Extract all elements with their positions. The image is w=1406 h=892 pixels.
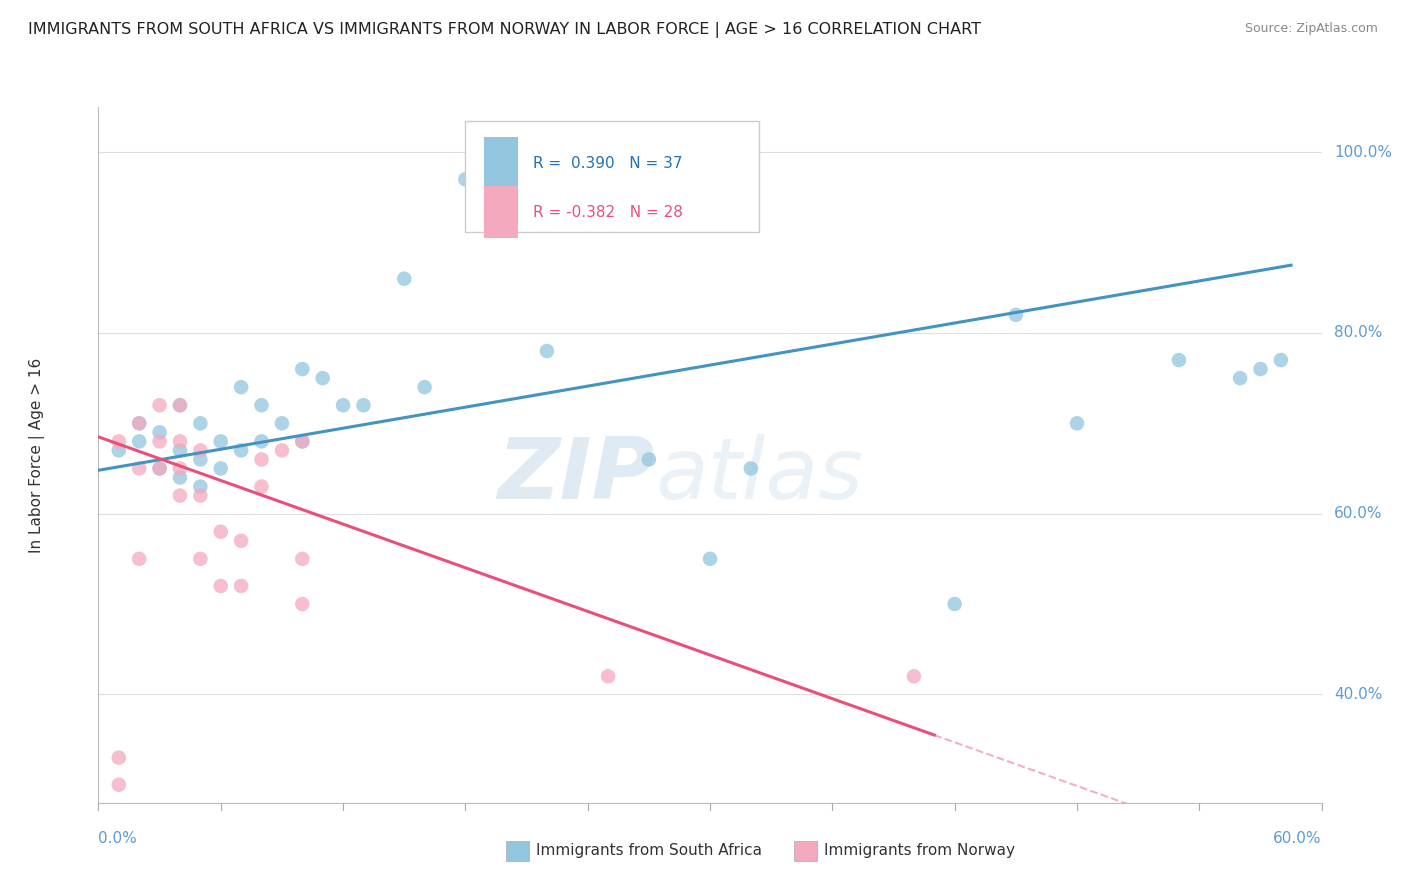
Point [250, 398, 273, 412]
Point [270, 417, 294, 431]
Text: R = -0.382   N = 28: R = -0.382 N = 28 [533, 205, 682, 219]
Text: 0.0%: 0.0% [98, 830, 138, 846]
Point [250, 479, 273, 493]
Point [637, 452, 661, 467]
FancyBboxPatch shape [465, 121, 759, 232]
Text: atlas: atlas [655, 434, 863, 517]
Point [128, 434, 150, 449]
Point [1004, 308, 1026, 322]
Point [291, 551, 314, 566]
Point [270, 443, 294, 458]
Point [188, 489, 212, 503]
Point [188, 443, 212, 458]
Point [598, 669, 620, 683]
Point [536, 344, 558, 359]
Point [108, 434, 131, 449]
Point [169, 461, 191, 475]
Point [231, 443, 253, 458]
Point [108, 778, 131, 792]
Point [312, 371, 335, 385]
Point [169, 470, 191, 484]
Point [699, 551, 721, 566]
Text: R =  0.390   N = 37: R = 0.390 N = 37 [533, 156, 682, 170]
Point [943, 597, 966, 611]
Point [352, 398, 374, 412]
Point [128, 417, 150, 431]
Point [128, 551, 150, 566]
Point [250, 434, 273, 449]
Point [291, 434, 314, 449]
Point [250, 452, 273, 467]
Point [149, 434, 172, 449]
Point [903, 669, 925, 683]
Point [108, 443, 131, 458]
Point [291, 362, 314, 376]
Point [209, 524, 232, 539]
Point [128, 417, 150, 431]
Point [392, 271, 416, 285]
Text: 100.0%: 100.0% [1334, 145, 1392, 160]
Point [1167, 353, 1189, 368]
Point [188, 551, 212, 566]
Point [454, 172, 477, 186]
Point [1249, 362, 1271, 376]
Point [128, 461, 150, 475]
Text: Immigrants from Norway: Immigrants from Norway [824, 844, 1015, 858]
Point [209, 579, 232, 593]
Point [188, 452, 212, 467]
Point [291, 597, 314, 611]
Point [149, 425, 172, 440]
Point [188, 417, 212, 431]
FancyBboxPatch shape [484, 137, 517, 189]
Point [169, 398, 191, 412]
Text: 40.0%: 40.0% [1334, 687, 1382, 702]
Text: 60.0%: 60.0% [1274, 830, 1322, 846]
Point [108, 750, 131, 764]
Text: Source: ZipAtlas.com: Source: ZipAtlas.com [1244, 22, 1378, 36]
Point [169, 443, 191, 458]
Text: ZIP: ZIP [498, 434, 655, 517]
Text: IMMIGRANTS FROM SOUTH AFRICA VS IMMIGRANTS FROM NORWAY IN LABOR FORCE | AGE > 16: IMMIGRANTS FROM SOUTH AFRICA VS IMMIGRAN… [28, 22, 981, 38]
Text: 60.0%: 60.0% [1334, 506, 1382, 521]
Point [1066, 417, 1088, 431]
Point [169, 434, 191, 449]
Point [740, 461, 762, 475]
Text: 80.0%: 80.0% [1334, 326, 1382, 341]
Point [413, 380, 436, 394]
Point [209, 434, 232, 449]
Point [169, 398, 191, 412]
Point [231, 380, 253, 394]
Point [149, 461, 172, 475]
Point [169, 489, 191, 503]
Text: Immigrants from South Africa: Immigrants from South Africa [536, 844, 762, 858]
Point [231, 533, 253, 548]
Point [332, 398, 354, 412]
Point [149, 398, 172, 412]
FancyBboxPatch shape [484, 186, 517, 238]
Point [209, 461, 232, 475]
Point [1229, 371, 1251, 385]
Point [188, 479, 212, 493]
Point [231, 579, 253, 593]
Point [1270, 353, 1292, 368]
Text: In Labor Force | Age > 16: In Labor Force | Age > 16 [30, 358, 45, 552]
Point [291, 434, 314, 449]
Point [149, 461, 172, 475]
